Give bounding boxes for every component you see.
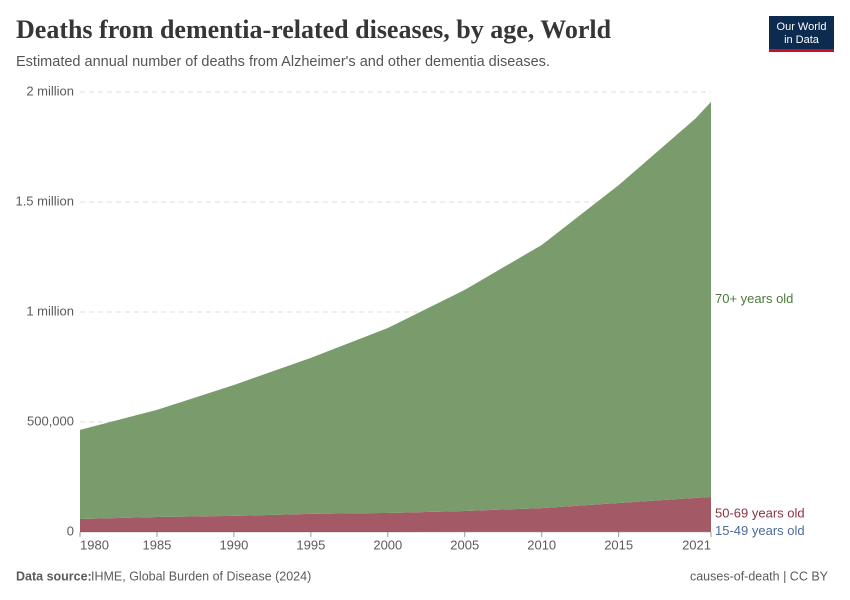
area — [80, 497, 711, 532]
logo-text: Our World — [777, 21, 827, 33]
x-tick-label: 2000 — [373, 537, 402, 552]
legend-label: 15-49 years old — [715, 523, 805, 538]
x-tick-label: 1990 — [219, 537, 248, 552]
source: IHME, Global Burden of Disease (2024) — [91, 569, 311, 583]
area — [80, 101, 711, 520]
x-tick-label: 2015 — [604, 537, 633, 552]
x-tick-label: 2010 — [527, 537, 556, 552]
y-tick-label: 1 million — [26, 303, 74, 318]
source-label: Data source: — [16, 569, 92, 583]
x-tick-label: 1980 — [80, 537, 109, 552]
x-tick-label: 2005 — [450, 537, 479, 552]
legend-label: 50-69 years old — [715, 506, 805, 521]
logo-text: in Data — [784, 34, 820, 46]
x-tick-label: 2021 — [682, 537, 711, 552]
y-tick-label: 500,000 — [27, 413, 74, 428]
y-tick-label: 2 million — [26, 83, 74, 98]
chart-subtitle: Estimated annual number of deaths from A… — [16, 54, 550, 70]
y-tick-label: 1.5 million — [15, 193, 74, 208]
y-tick-label: 0 — [67, 523, 74, 538]
x-tick-label: 1985 — [142, 537, 171, 552]
logo-stripe — [769, 49, 834, 52]
x-tick-label: 1995 — [296, 537, 325, 552]
footer-right[interactable]: causes-of-death | CC BY — [690, 569, 829, 583]
logo[interactable]: Our World in Data — [769, 16, 834, 52]
legend-label: 70+ years old — [715, 291, 793, 306]
logo-box — [769, 16, 834, 51]
area — [80, 531, 711, 532]
chart-title: Deaths from dementia-related diseases, b… — [16, 15, 612, 44]
